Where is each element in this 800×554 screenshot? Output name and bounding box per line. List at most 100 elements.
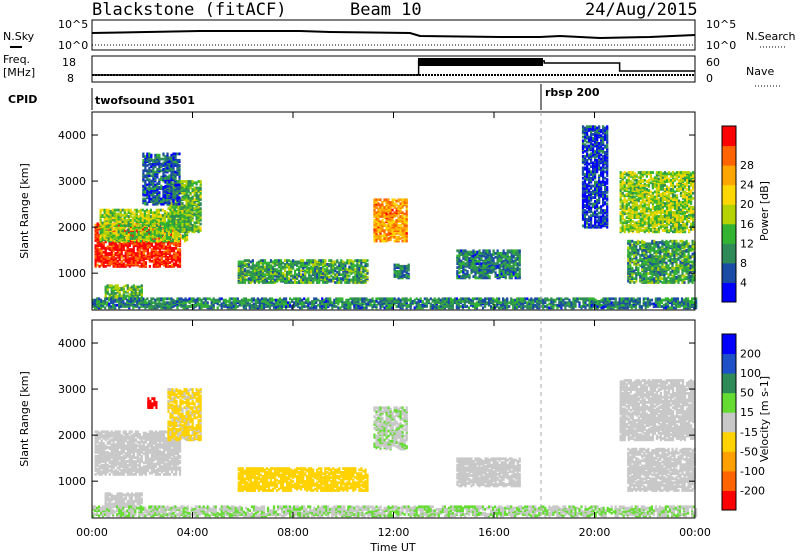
power-cell [631, 186, 634, 190]
power-cell [103, 226, 106, 230]
power-cell [458, 275, 461, 278]
power-cell [169, 239, 173, 243]
power-cell [518, 273, 521, 277]
power-cell [151, 213, 154, 217]
power-cell [647, 178, 650, 182]
power-cell [290, 268, 293, 271]
power-cell [123, 219, 126, 222]
power-cell [189, 203, 192, 207]
power-cell [168, 160, 171, 164]
power-cell [623, 196, 626, 200]
power-cell [199, 212, 202, 216]
power-cell [383, 229, 386, 233]
power-cell [183, 225, 186, 229]
power-cell [158, 160, 161, 164]
power-cell [269, 264, 273, 268]
power-cell [516, 275, 519, 278]
power-cell [269, 266, 273, 270]
power-cell [122, 248, 125, 251]
power-cell [183, 229, 186, 232]
power-cell [647, 193, 650, 196]
power-cell [373, 198, 376, 202]
power-cell [173, 222, 176, 226]
power-cell [356, 269, 359, 273]
power-cell [239, 269, 242, 273]
power-cell [304, 261, 307, 265]
power-cell [484, 249, 487, 253]
power-cell [506, 253, 509, 257]
power-cell [639, 171, 642, 174]
power-cell [120, 252, 123, 255]
power-cell [641, 229, 644, 232]
power-cell [387, 226, 390, 230]
power-cell [506, 257, 509, 260]
power-cell [123, 224, 126, 227]
power-cell [510, 275, 513, 278]
power-cell [160, 165, 163, 169]
power-cell [488, 268, 491, 272]
power-cell [189, 213, 192, 217]
power-cell [362, 259, 365, 262]
power-cell [141, 222, 144, 226]
power-cell [657, 226, 660, 230]
power-cell [129, 235, 132, 239]
power-cell [98, 248, 101, 251]
power-cell [649, 208, 652, 212]
power-cell [637, 229, 640, 232]
power-cell [623, 212, 626, 216]
power-cell [393, 198, 396, 202]
power-cell [138, 289, 141, 293]
power-cell [156, 196, 159, 200]
power-cell [334, 269, 337, 273]
power-cell [340, 277, 343, 280]
power-cell [635, 212, 638, 216]
power-cell [635, 173, 638, 177]
power-cell [155, 239, 158, 243]
power-cell [635, 227, 638, 231]
freq-panel: Freq. [MHz] 18 8 60 0 Nave [3, 53, 782, 87]
power-cell [621, 205, 624, 209]
power-cell [460, 264, 463, 268]
power-cell [183, 216, 186, 219]
power-cell [117, 208, 120, 212]
power-cell [162, 173, 165, 176]
power-cell [498, 271, 501, 275]
power-cell [191, 187, 194, 191]
power-cell [391, 217, 394, 221]
power-cell [399, 198, 402, 202]
power-cell [348, 278, 351, 282]
power-cell [130, 248, 133, 251]
power-cell [154, 153, 157, 157]
power-cell [148, 178, 151, 182]
power-cell [197, 199, 200, 203]
power-cell [160, 175, 163, 179]
power-cell [185, 213, 188, 217]
power-cell [122, 241, 125, 245]
power-cell [189, 218, 192, 222]
power-cell [158, 178, 161, 182]
power-cell [179, 205, 182, 209]
power-cell [629, 171, 632, 174]
power-cell [623, 176, 626, 180]
power-cell [344, 264, 347, 268]
power-cell [187, 222, 190, 226]
power-cell [482, 249, 485, 253]
power-cell [312, 277, 315, 280]
power-cell [627, 185, 630, 189]
power-cell [144, 179, 147, 183]
power-cell [631, 189, 634, 192]
power-cell [651, 216, 654, 219]
power-cell [136, 261, 139, 264]
power-cell [377, 228, 380, 231]
power-cell [167, 207, 170, 210]
power-cell [263, 259, 267, 262]
noise-right-tick-bottom: 10^0 [706, 39, 736, 52]
power-cell [637, 226, 640, 230]
power-cell [163, 222, 167, 226]
power-cell [141, 212, 144, 216]
power-cell [288, 259, 291, 262]
freq-left-unit: [MHz] [3, 66, 35, 79]
power-cell [338, 266, 341, 270]
power-cell [629, 198, 632, 201]
power-cell [458, 263, 461, 267]
